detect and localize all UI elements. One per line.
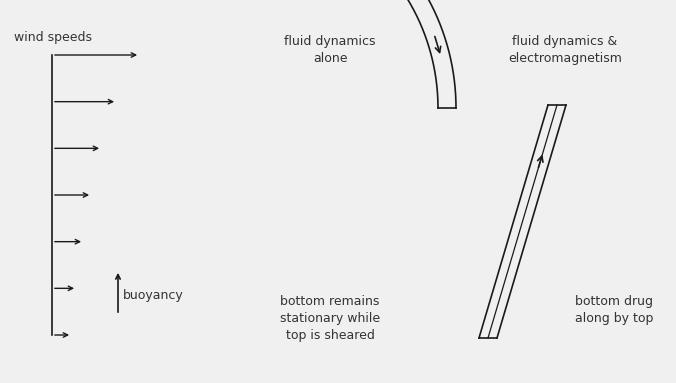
Text: wind speeds: wind speeds [14, 31, 92, 44]
Text: buoyancy: buoyancy [123, 288, 184, 301]
Text: fluid dynamics
alone: fluid dynamics alone [284, 35, 376, 65]
Text: bottom remains
stationary while
top is sheared: bottom remains stationary while top is s… [280, 295, 380, 342]
Text: fluid dynamics &
electromagnetism: fluid dynamics & electromagnetism [508, 35, 622, 65]
Text: bottom drug
along by top: bottom drug along by top [575, 295, 654, 325]
